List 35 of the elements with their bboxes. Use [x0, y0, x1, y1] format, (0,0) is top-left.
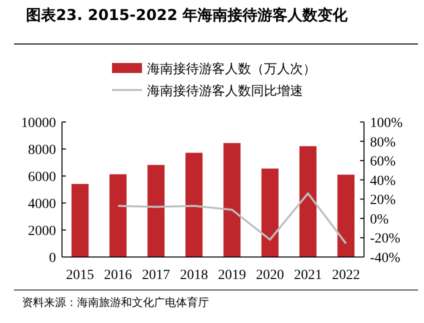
y-tick-label: 2000	[28, 224, 56, 239]
legend-label: 海南接待游客人数（万人次）	[147, 61, 316, 77]
y2-tick-label: -20%	[370, 232, 401, 247]
bar	[109, 174, 127, 257]
y2-tick-label: 60%	[370, 154, 396, 170]
x-tick-label: 2020	[256, 268, 284, 283]
y2-tick-label: 100%	[370, 116, 403, 131]
y2-tick-label: 40%	[370, 174, 396, 189]
bar	[261, 168, 279, 257]
bar	[147, 164, 165, 257]
y2-tick-label: 0%	[370, 212, 389, 228]
y-tick-label: 6000	[28, 170, 56, 185]
x-tick-label: 2017	[142, 268, 170, 283]
y-tick-label: 8000	[28, 143, 56, 158]
y-tick-label: 4000	[28, 197, 56, 212]
bar	[337, 174, 355, 257]
text: 资料来源：海南旅游和文化广电体育厅	[22, 296, 209, 309]
y-tick-label: 0	[49, 251, 56, 266]
y2-tick-label: 80%	[370, 135, 396, 150]
legend-label: 海南接待游客人数同比增速	[147, 83, 303, 99]
x-tick-label: 2016	[104, 268, 132, 283]
y-tick-label: 10000	[21, 116, 56, 131]
bar	[223, 143, 241, 257]
bar	[185, 152, 203, 257]
y2-tick-label: 20%	[370, 193, 396, 208]
bar	[299, 146, 317, 257]
line-series	[117, 192, 347, 244]
y2-tick-label: -40%	[370, 251, 401, 266]
x-tick-label: 2019	[218, 268, 246, 283]
bar	[71, 184, 89, 257]
x-tick-label: 2015	[66, 268, 94, 283]
chart-title: 图表23. 2015-2022 年海南接待游客人数变化	[26, 6, 349, 24]
x-tick-label: 2018	[180, 268, 208, 283]
x-tick-label: 2021	[294, 268, 322, 283]
x-tick-label: 2022	[332, 268, 360, 283]
